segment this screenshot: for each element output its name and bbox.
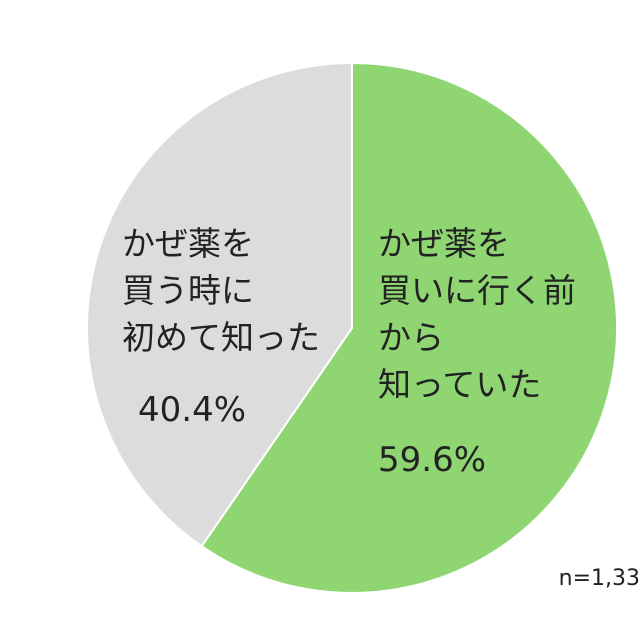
sample-size-note: n=1,33: [558, 566, 640, 591]
slice-label: かぜ薬を 買う時に 初めて知った: [122, 224, 320, 357]
pie-slice: [86, 61, 353, 548]
slice-label: かぜ薬を 買いに行く前 から 知っていた: [378, 224, 576, 404]
value-label: 59.6%: [378, 440, 487, 480]
pie-slice: [200, 61, 618, 594]
value-label: 40.4%: [138, 390, 247, 430]
